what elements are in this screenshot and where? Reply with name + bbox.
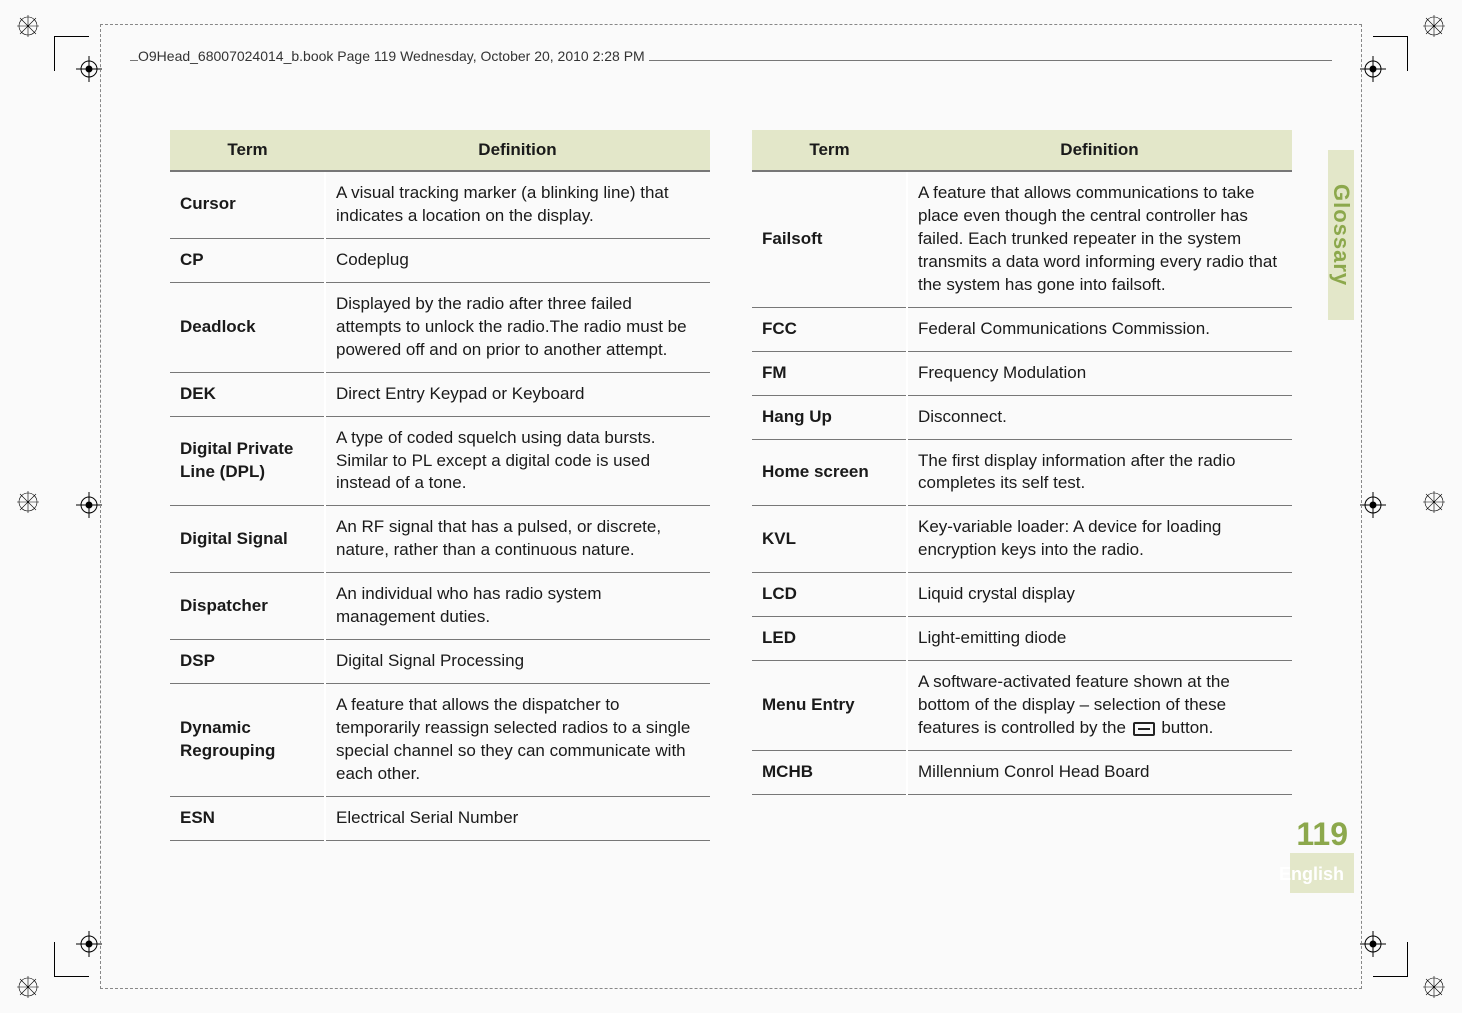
- definition-cell: Millennium Conrol Head Board: [907, 750, 1292, 794]
- table-row: DeadlockDisplayed by the radio after thr…: [170, 282, 710, 372]
- table-row: DSPDigital Signal Processing: [170, 640, 710, 684]
- term-cell: MCHB: [752, 750, 907, 794]
- term-cell: Digital Private Line (DPL): [170, 416, 325, 506]
- term-cell: DEK: [170, 372, 325, 416]
- column-header-definition: Definition: [907, 130, 1292, 171]
- term-cell: Menu Entry: [752, 661, 907, 751]
- term-cell: Failsoft: [752, 171, 907, 307]
- table-row: FailsoftA feature that allows communicat…: [752, 171, 1292, 307]
- table-row: DispatcherAn individual who has radio sy…: [170, 573, 710, 640]
- definition-cell: Liquid crystal display: [907, 573, 1292, 617]
- table-row: FCCFederal Communications Commission.: [752, 307, 1292, 351]
- registration-mark-icon: [1422, 490, 1446, 514]
- section-tab: Glossary: [1328, 150, 1354, 320]
- definition-cell: Frequency Modulation: [907, 351, 1292, 395]
- definition-cell: A feature that allows the dispatcher to …: [325, 684, 710, 797]
- table-row: DEKDirect Entry Keypad or Keyboard: [170, 372, 710, 416]
- definition-cell: Federal Communications Commission.: [907, 307, 1292, 351]
- definition-cell: An RF signal that has a pulsed, or discr…: [325, 506, 710, 573]
- table-row: LCDLiquid crystal display: [752, 573, 1292, 617]
- term-cell: Dynamic Regrouping: [170, 684, 325, 797]
- table-row: CPCodeplug: [170, 238, 710, 282]
- table-row: Hang UpDisconnect.: [752, 395, 1292, 439]
- target-mark-icon: [1360, 56, 1386, 82]
- table-row: Digital Private Line (DPL)A type of code…: [170, 416, 710, 506]
- definition-cell: A feature that allows communications to …: [907, 171, 1292, 307]
- definition-cell: Displayed by the radio after three faile…: [325, 282, 710, 372]
- left-column: Term Definition CursorA visual tracking …: [170, 130, 710, 841]
- term-cell: ESN: [170, 796, 325, 840]
- term-cell: FM: [752, 351, 907, 395]
- term-cell: DSP: [170, 640, 325, 684]
- glossary-table-right: Term Definition FailsoftA feature that a…: [752, 130, 1292, 795]
- target-mark-icon: [76, 931, 102, 957]
- term-cell: Deadlock: [170, 282, 325, 372]
- definition-cell: Disconnect.: [907, 395, 1292, 439]
- definition-cell: A visual tracking marker (a blinking lin…: [325, 171, 710, 238]
- column-header-term: Term: [170, 130, 325, 171]
- section-tab-label: Glossary: [1328, 184, 1354, 286]
- registration-mark-icon: [1422, 14, 1446, 38]
- table-row: CursorA visual tracking marker (a blinki…: [170, 171, 710, 238]
- target-mark-icon: [76, 56, 102, 82]
- term-cell: Digital Signal: [170, 506, 325, 573]
- definition-cell: Digital Signal Processing: [325, 640, 710, 684]
- content-area: Term Definition CursorA visual tracking …: [170, 130, 1292, 841]
- table-row: Home screenThe first display information…: [752, 439, 1292, 506]
- term-cell: KVL: [752, 506, 907, 573]
- table-row: ESNElectrical Serial Number: [170, 796, 710, 840]
- table-row: LEDLight-emitting diode: [752, 617, 1292, 661]
- definition-cell: The first display information after the …: [907, 439, 1292, 506]
- table-row: MCHBMillennium Conrol Head Board: [752, 750, 1292, 794]
- target-mark-icon: [1360, 931, 1386, 957]
- menu-button-icon: [1133, 722, 1155, 736]
- term-cell: LCD: [752, 573, 907, 617]
- target-mark-icon: [76, 492, 102, 518]
- term-cell: CP: [170, 238, 325, 282]
- definition-cell: Electrical Serial Number: [325, 796, 710, 840]
- running-head: O9Head_68007024014_b.book Page 119 Wedne…: [138, 48, 649, 64]
- term-cell: Dispatcher: [170, 573, 325, 640]
- definition-cell: Key-variable loader: A device for loadin…: [907, 506, 1292, 573]
- glossary-table-left: Term Definition CursorA visual tracking …: [170, 130, 710, 841]
- column-header-definition: Definition: [325, 130, 710, 171]
- definition-cell: Codeplug: [325, 238, 710, 282]
- term-cell: LED: [752, 617, 907, 661]
- definition-cell: Direct Entry Keypad or Keyboard: [325, 372, 710, 416]
- definition-cell: A type of coded squelch using data burst…: [325, 416, 710, 506]
- registration-mark-icon: [16, 14, 40, 38]
- table-row: Dynamic RegroupingA feature that allows …: [170, 684, 710, 797]
- registration-mark-icon: [1422, 975, 1446, 999]
- definition-cell: An individual who has radio system manag…: [325, 573, 710, 640]
- table-row: FMFrequency Modulation: [752, 351, 1292, 395]
- column-header-term: Term: [752, 130, 907, 171]
- term-cell: Cursor: [170, 171, 325, 238]
- table-row: KVLKey-variable loader: A device for loa…: [752, 506, 1292, 573]
- registration-mark-icon: [16, 975, 40, 999]
- definition-cell: Light-emitting diode: [907, 617, 1292, 661]
- table-row: Menu EntryA software-activated feature s…: [752, 661, 1292, 751]
- target-mark-icon: [1360, 492, 1386, 518]
- table-row: Digital SignalAn RF signal that has a pu…: [170, 506, 710, 573]
- page-number: 119: [1296, 816, 1348, 853]
- definition-cell: A software-activated feature shown at th…: [907, 661, 1292, 751]
- term-cell: FCC: [752, 307, 907, 351]
- term-cell: Home screen: [752, 439, 907, 506]
- term-cell: Hang Up: [752, 395, 907, 439]
- language-label: English: [1279, 864, 1344, 885]
- registration-mark-icon: [16, 490, 40, 514]
- right-column: Term Definition FailsoftA feature that a…: [752, 130, 1292, 841]
